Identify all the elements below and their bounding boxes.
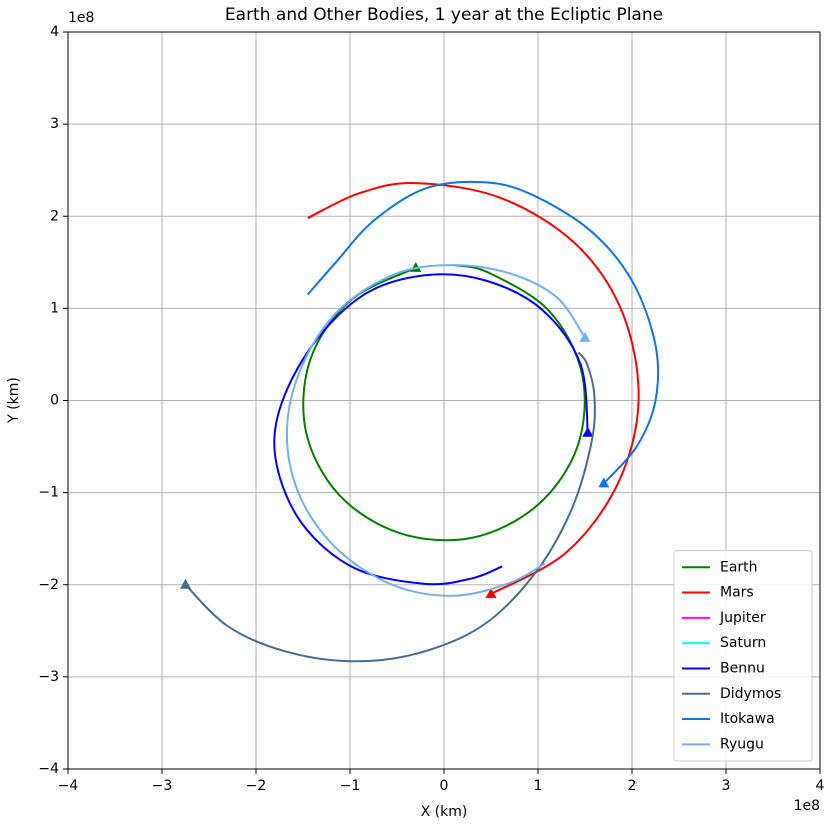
y-tick-label: −3	[38, 669, 59, 685]
legend-label: Itokawa	[720, 711, 775, 727]
y-tick-label: 1	[50, 300, 59, 316]
y-offset-label: 1e8	[68, 10, 94, 26]
legend-box	[673, 550, 813, 762]
y-tick-label: 3	[50, 116, 59, 132]
y-tick-label: 2	[50, 208, 59, 224]
y-tick-label: −1	[38, 485, 59, 501]
x-tick-label: 3	[722, 778, 731, 794]
y-tick-label: −2	[38, 577, 59, 593]
x-tick-label: 1	[534, 778, 543, 794]
legend-label: Ryugu	[720, 736, 764, 752]
orbit-line	[184, 351, 596, 663]
legend-label: Mars	[720, 585, 754, 601]
orbit-line	[273, 273, 589, 586]
orbit-line	[307, 182, 640, 595]
x-tick-label: −4	[58, 778, 79, 794]
x-axis-label: X (km)	[421, 804, 468, 820]
x-tick-label: −1	[340, 778, 361, 794]
legend-label: Bennu	[720, 660, 765, 676]
x-tick-label: 4	[816, 778, 825, 794]
orbit-line	[306, 180, 660, 485]
y-tick-label: 0	[50, 393, 59, 409]
chart-title: Earth and Other Bodies, 1 year at the Ec…	[225, 5, 663, 25]
orbit-line	[302, 264, 586, 542]
x-offset-label: 1e8	[794, 798, 820, 814]
legend-label: Saturn	[720, 635, 766, 651]
x-tick-label: 2	[628, 778, 637, 794]
orbit-marker	[598, 477, 610, 488]
orbit-marker	[582, 426, 594, 437]
orbit-marker	[180, 578, 191, 589]
legend-label: Jupiter	[719, 610, 766, 626]
legend-label: Didymos	[720, 686, 781, 702]
x-tick-label: −3	[152, 778, 173, 794]
orbit-line	[285, 264, 586, 597]
legend-label: Earth	[720, 559, 758, 575]
y-axis-label: Y (km)	[6, 377, 22, 424]
x-tick-label: −2	[246, 778, 267, 794]
y-tick-label: −4	[38, 761, 59, 777]
legend: Earth Mars Jupiter Saturn Bennu Didymos Itokaw…	[673, 550, 813, 762]
orbit-marker	[485, 587, 497, 598]
x-tick-label: 0	[440, 778, 449, 794]
y-tick-label: 4	[50, 24, 59, 40]
orbit-marker	[579, 331, 591, 342]
plot-frame	[67, 31, 821, 770]
